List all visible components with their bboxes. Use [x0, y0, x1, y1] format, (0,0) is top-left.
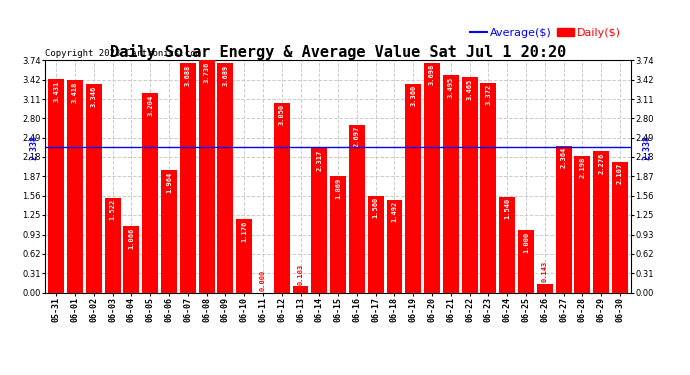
Text: 0.143: 0.143 [542, 261, 548, 282]
Bar [311, 148, 327, 292]
Text: 3.360: 3.360 [411, 85, 416, 106]
Bar [518, 230, 534, 292]
Bar [330, 176, 346, 292]
Text: 1.964: 1.964 [166, 172, 172, 193]
Text: 2.364: 2.364 [561, 147, 566, 168]
Text: 3.698: 3.698 [429, 64, 435, 85]
Bar [124, 226, 139, 292]
Text: 3.418: 3.418 [72, 81, 78, 102]
Bar [67, 80, 83, 292]
Text: 0.103: 0.103 [297, 264, 304, 285]
Bar [199, 60, 215, 292]
Text: 3.688: 3.688 [185, 64, 190, 86]
Text: 3.495: 3.495 [448, 76, 454, 98]
Text: 3.372: 3.372 [486, 84, 491, 105]
Bar [386, 200, 402, 292]
Text: 3.204: 3.204 [147, 94, 153, 116]
Text: 1.176: 1.176 [241, 220, 247, 242]
Bar [293, 286, 308, 292]
Text: 2.338: 2.338 [642, 135, 651, 160]
Text: 1.522: 1.522 [110, 199, 115, 220]
Bar [217, 63, 233, 292]
Text: 1.869: 1.869 [335, 177, 341, 199]
Text: 2.697: 2.697 [354, 126, 360, 147]
Text: 3.689: 3.689 [222, 64, 228, 86]
Bar [104, 198, 121, 292]
Text: 3.346: 3.346 [90, 86, 97, 107]
Bar [142, 93, 158, 292]
Bar [555, 146, 572, 292]
Bar [349, 125, 365, 292]
Text: 1.066: 1.066 [128, 228, 135, 249]
Bar [612, 162, 628, 292]
Bar [368, 195, 384, 292]
Text: 1.540: 1.540 [504, 198, 511, 219]
Text: 2.198: 2.198 [580, 157, 586, 178]
Text: 0.000: 0.000 [260, 270, 266, 291]
Text: 3.465: 3.465 [466, 78, 473, 100]
Text: 1.000: 1.000 [523, 232, 529, 253]
Bar [575, 156, 591, 292]
Text: 3.736: 3.736 [204, 62, 210, 83]
Bar [86, 84, 101, 292]
Bar [274, 103, 290, 292]
Bar [500, 197, 515, 292]
Text: 1.560: 1.560 [373, 197, 379, 218]
Text: 2.338: 2.338 [29, 135, 38, 160]
Bar [424, 63, 440, 292]
Bar [405, 84, 422, 292]
Bar [48, 79, 64, 292]
Bar [593, 151, 609, 292]
Text: 3.050: 3.050 [279, 104, 285, 125]
Bar [179, 63, 196, 292]
Text: Copyright 2023 Cartronics.com: Copyright 2023 Cartronics.com [45, 49, 201, 58]
Text: 2.317: 2.317 [316, 150, 322, 171]
Text: 2.276: 2.276 [598, 152, 604, 174]
Bar [236, 219, 252, 292]
Text: 1.492: 1.492 [391, 201, 397, 222]
Text: 2.107: 2.107 [617, 163, 623, 184]
Bar [443, 75, 459, 292]
Legend: Average($), Daily($): Average($), Daily($) [466, 24, 626, 43]
Bar [480, 83, 497, 292]
Bar [537, 284, 553, 292]
Title: Daily Solar Energy & Average Value Sat Jul 1 20:20: Daily Solar Energy & Average Value Sat J… [110, 44, 566, 60]
Text: 3.431: 3.431 [53, 81, 59, 102]
Bar [462, 77, 477, 292]
Bar [161, 170, 177, 292]
